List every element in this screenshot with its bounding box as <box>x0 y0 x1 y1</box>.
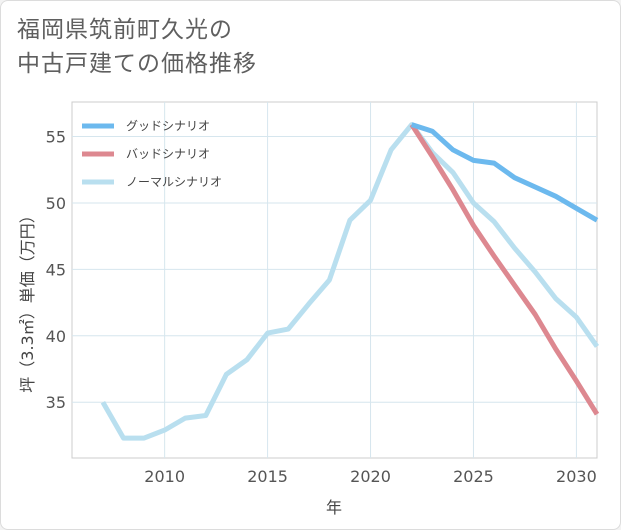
legend-label-2: ノーマルシナリオ <box>126 175 222 189</box>
x-tick-label-2015: 2015 <box>247 467 288 486</box>
series-lines <box>100 122 600 441</box>
series-line-0 <box>410 122 599 223</box>
y-tick-labels: 35 40 45 50 55 <box>46 128 66 413</box>
x-axis-label: 年 <box>326 498 342 517</box>
y-tick-label-50: 50 <box>46 194 66 213</box>
x-tick-labels: 2010 2015 2020 2025 2030 <box>144 467 596 486</box>
grid-lines <box>72 102 597 458</box>
legend-label-1: バッドシナリオ <box>126 147 210 161</box>
x-tick-label-2030: 2030 <box>556 467 597 486</box>
chart-title-line-2: 中古戸建ての価格推移 <box>17 51 257 77</box>
x-tick-label-2020: 2020 <box>350 467 391 486</box>
y-tick-label-55: 55 <box>46 128 66 147</box>
y-tick-label-45: 45 <box>46 260 66 279</box>
y-axis-label: 坪（3.3㎡）単価（万円） <box>18 207 37 392</box>
chart-title-line-1: 福岡県筑前町久光の <box>17 17 233 43</box>
x-tick-label-2010: 2010 <box>144 467 185 486</box>
chart-title: 福岡県筑前町久光の 中古戸建ての価格推移 <box>17 13 257 81</box>
series-line-1 <box>409 123 600 416</box>
y-tick-label-35: 35 <box>46 393 66 412</box>
series-line-2 <box>100 122 600 441</box>
y-tick-label-40: 40 <box>46 327 66 346</box>
legend-label-0: グッドシナリオ <box>126 119 210 133</box>
x-tick-label-2025: 2025 <box>453 467 494 486</box>
